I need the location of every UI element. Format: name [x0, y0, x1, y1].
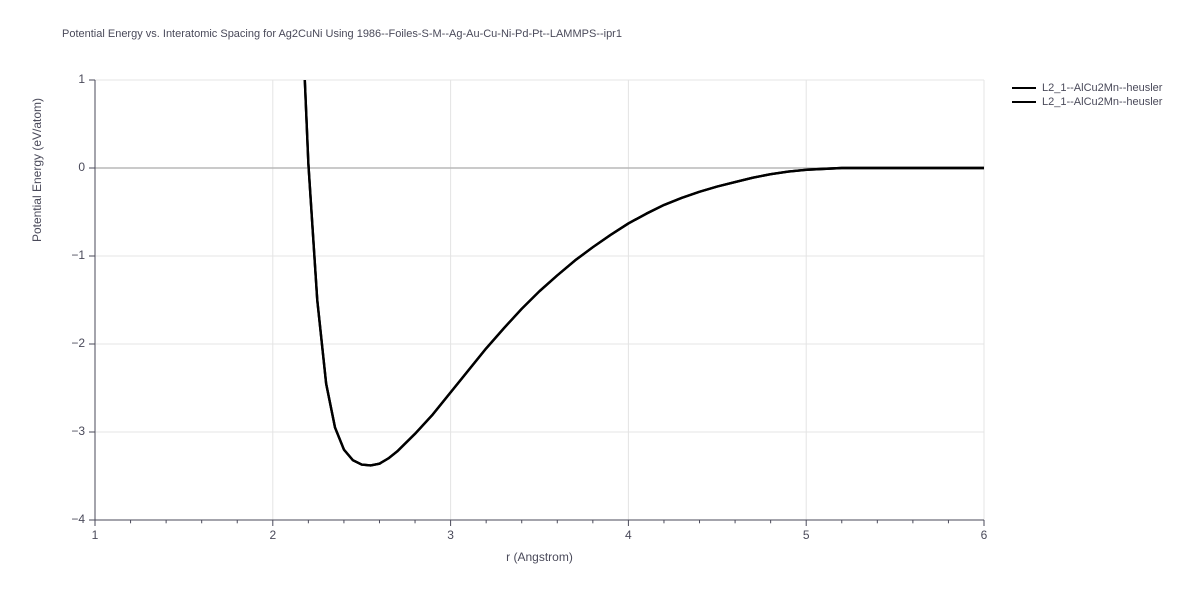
x-tick-label: 6: [964, 528, 1004, 542]
series-line: [305, 80, 984, 465]
legend-item[interactable]: L2_1--AlCu2Mn--heusler: [1012, 96, 1162, 108]
y-tick-label: −1: [45, 248, 85, 262]
series-line: [305, 80, 984, 465]
y-tick-label: −2: [45, 336, 85, 350]
x-tick-label: 3: [431, 528, 471, 542]
y-tick-label: −3: [45, 424, 85, 438]
x-axis-label: r (Angstrom): [95, 550, 984, 564]
x-tick-label: 5: [786, 528, 826, 542]
legend-item[interactable]: L2_1--AlCu2Mn--heusler: [1012, 82, 1162, 94]
x-tick-label: 4: [608, 528, 648, 542]
y-axis-label: Potential Energy (eV/atom): [30, 0, 44, 390]
chart-container: Potential Energy vs. Interatomic Spacing…: [0, 0, 1200, 600]
y-tick-label: −4: [45, 512, 85, 526]
legend: L2_1--AlCu2Mn--heusler L2_1--AlCu2Mn--heu…: [1012, 82, 1162, 110]
x-tick-label: 1: [75, 528, 115, 542]
legend-swatch: [1012, 101, 1036, 103]
y-tick-label: 1: [45, 72, 85, 86]
legend-label: L2_1--AlCu2Mn--heusler: [1042, 96, 1162, 108]
legend-label: L2_1--AlCu2Mn--heusler: [1042, 82, 1162, 94]
y-tick-label: 0: [45, 160, 85, 174]
legend-swatch: [1012, 87, 1036, 89]
x-tick-label: 2: [253, 528, 293, 542]
